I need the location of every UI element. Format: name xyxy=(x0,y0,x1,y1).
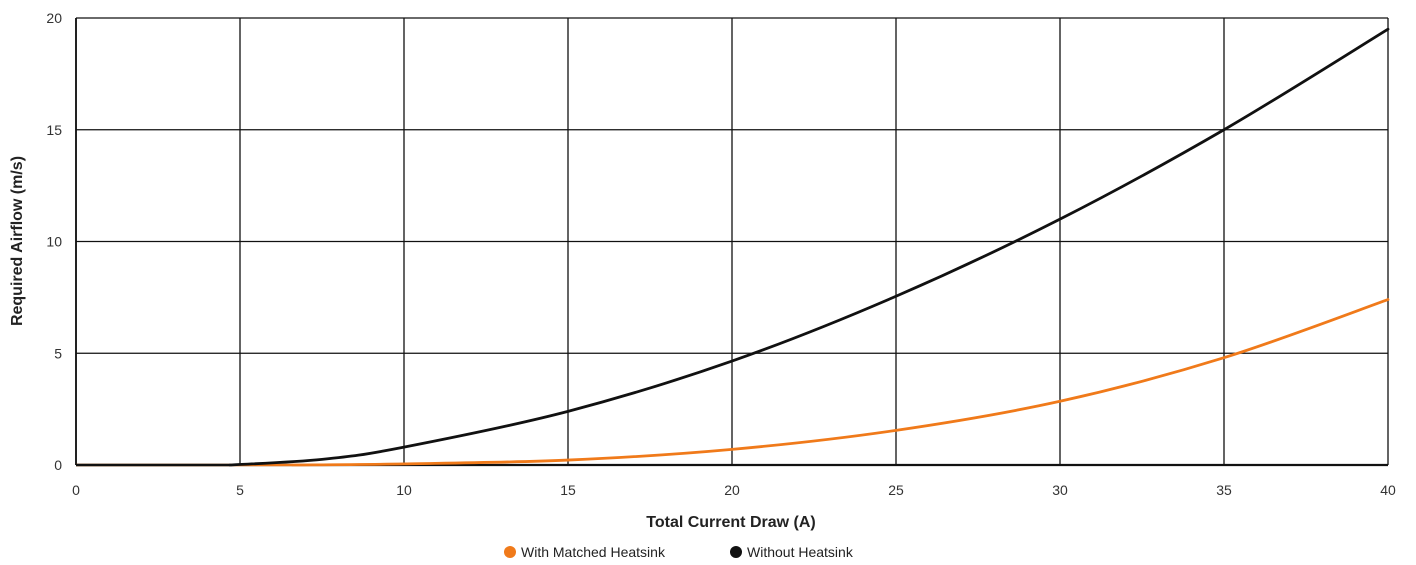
y-tick-label: 10 xyxy=(46,234,62,250)
legend-label-without-heatsink: Without Heatsink xyxy=(747,544,854,560)
series-line-without-heatsink xyxy=(228,27,1390,467)
tick-labels: 0 5 10 15 20 25 30 35 40 0 5 10 15 20 xyxy=(46,10,1396,498)
x-tick-label: 30 xyxy=(1052,482,1068,498)
legend: With Matched Heatsink Without Heatsink xyxy=(504,544,854,560)
y-tick-label: 5 xyxy=(54,345,62,361)
x-axis-title: Total Current Draw (A) xyxy=(646,514,815,531)
x-tick-label: 35 xyxy=(1216,482,1232,498)
x-tick-label: 10 xyxy=(396,482,412,498)
x-tick-label: 20 xyxy=(724,482,740,498)
y-tick-label: 20 xyxy=(46,10,62,26)
legend-marker-with-matched-heatsink xyxy=(504,546,516,558)
series-line-with-matched-heatsink xyxy=(291,298,1390,467)
x-tick-label: 15 xyxy=(560,482,576,498)
y-tick-label: 0 xyxy=(54,457,62,473)
y-axis-title: Required Airflow (m/s) xyxy=(9,156,26,326)
legend-marker-without-heatsink xyxy=(730,546,742,558)
x-tick-label: 40 xyxy=(1380,482,1396,498)
y-tick-label: 15 xyxy=(46,122,62,138)
x-tick-label: 25 xyxy=(888,482,904,498)
series-lines xyxy=(76,27,1390,467)
legend-label-with-matched-heatsink: With Matched Heatsink xyxy=(521,544,666,560)
x-tick-label: 0 xyxy=(72,482,80,498)
x-tick-label: 5 xyxy=(236,482,244,498)
